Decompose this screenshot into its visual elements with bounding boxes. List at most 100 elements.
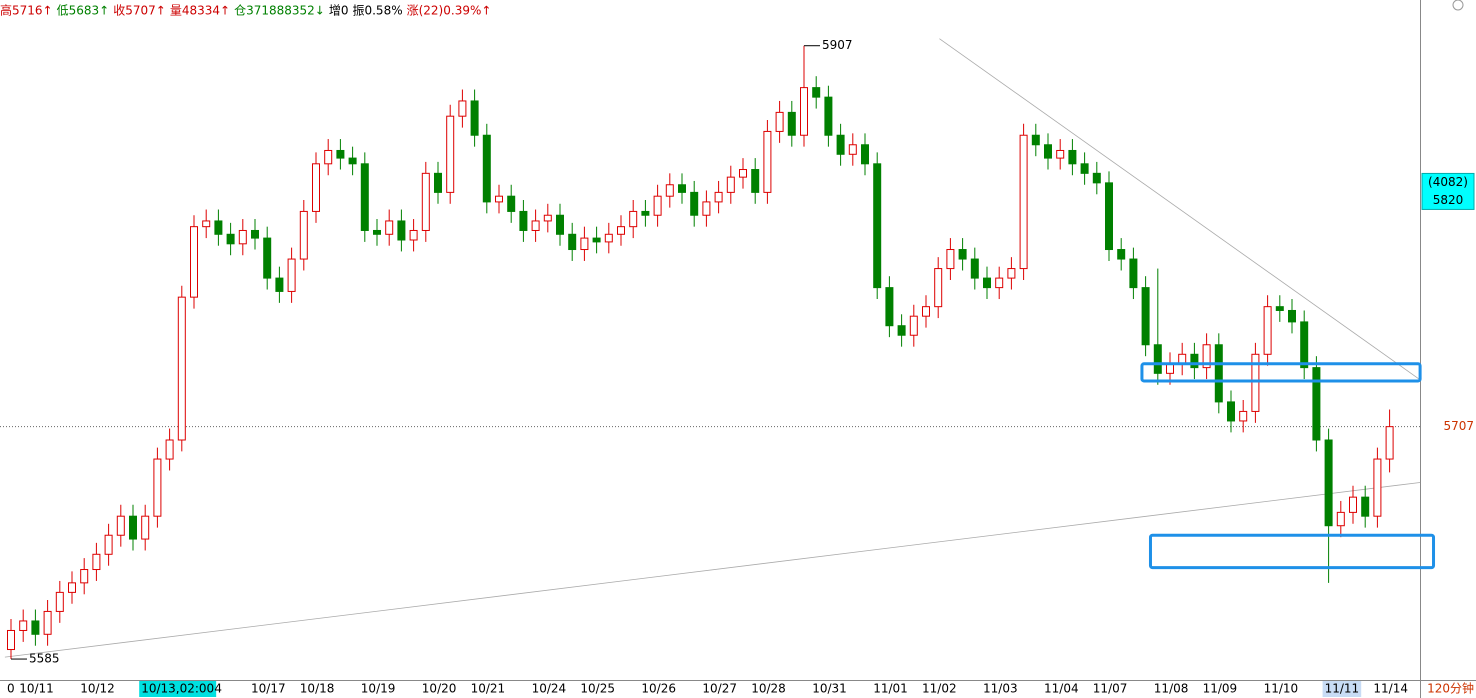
candle-body [580, 237, 589, 251]
candle-body [1044, 144, 1052, 159]
candle-body [775, 111, 784, 132]
candle-body [726, 176, 735, 193]
x-tick-label: 10/24 [532, 682, 567, 696]
candle-body [1056, 149, 1065, 159]
candle-body [1007, 268, 1016, 279]
x-tick-label: 11/01 [873, 682, 908, 696]
candle-body [1141, 287, 1150, 346]
candle-body [482, 134, 491, 203]
candle-body [214, 220, 223, 235]
candle-body [1373, 458, 1382, 517]
candle-body [1263, 306, 1272, 355]
candle-body [1300, 321, 1309, 369]
candle-body [848, 144, 857, 155]
candle-body [531, 220, 540, 231]
highlight-box [1140, 362, 1422, 383]
candle-body [141, 515, 150, 540]
candle-body [519, 210, 528, 231]
candle-body [653, 195, 662, 216]
settings-icon[interactable] [1452, 0, 1464, 11]
candle-body [1214, 344, 1223, 403]
candle-body [446, 115, 455, 193]
candle-body [970, 258, 979, 279]
candle-body [1190, 353, 1199, 369]
candle-body [31, 620, 40, 635]
candle-body [397, 220, 406, 241]
candle-body [299, 210, 308, 260]
highlight-box [1148, 533, 1436, 570]
candle-body [958, 249, 967, 260]
candle-body [7, 629, 15, 651]
candle-body [678, 184, 686, 193]
candle-body [1092, 172, 1101, 184]
candle-body [1336, 511, 1345, 527]
candle-body [617, 226, 625, 235]
candle-body [568, 233, 577, 251]
candle-body [80, 569, 89, 584]
candle-body [312, 163, 320, 212]
candle-body [190, 226, 198, 298]
x-label-highlight [139, 681, 217, 697]
candle-body [983, 277, 991, 289]
candle-body [641, 210, 650, 216]
header-item: 仓371888352↓ [234, 4, 325, 18]
candle-body [116, 515, 125, 536]
candle-body [909, 315, 918, 336]
candle-body [1385, 426, 1394, 460]
candle-body [1031, 134, 1040, 146]
header-item: 振0.58% [352, 4, 402, 18]
header-item: 增0 [329, 4, 349, 18]
candle-body [763, 130, 772, 193]
x-tick-label: 11/08 [1154, 682, 1189, 696]
x-tick-label: 11/07 [1093, 682, 1128, 696]
candle-body [1361, 496, 1370, 517]
candle-body [995, 277, 1004, 289]
candle-body [702, 201, 711, 216]
candle-body [43, 610, 52, 635]
candle-body [373, 229, 381, 235]
candle-body [1324, 439, 1333, 527]
x-tick-label: 11/10 [1264, 682, 1299, 696]
x-tick-label: 10/11 [19, 682, 54, 696]
candle-body [714, 191, 723, 203]
x-tick-label: 10/17 [251, 682, 286, 696]
x-tick-label: 10/20 [422, 682, 457, 696]
header-item: 低5683↑ [57, 4, 110, 18]
candle-body [1202, 344, 1211, 369]
candle-body [434, 172, 442, 193]
candle-body [739, 169, 747, 178]
x-tick-label: 10/28 [751, 682, 786, 696]
candle-body [1227, 401, 1235, 422]
candle-body [922, 306, 930, 317]
x-tick-label: 10/27 [702, 682, 737, 696]
candle-body [324, 149, 333, 165]
candle-body [604, 233, 613, 243]
candle-body [92, 553, 101, 571]
candle-body [495, 195, 503, 203]
candle-body [238, 229, 247, 245]
cursor-volume: (4082) [1428, 175, 1468, 189]
candle-body [543, 214, 552, 222]
x-tick-label: 11/04 [1044, 682, 1079, 696]
candle-body [690, 191, 699, 216]
candle-body [507, 195, 516, 212]
candle-body [824, 96, 833, 136]
candle-body [1080, 163, 1089, 174]
cursor-price: 5820 [1433, 193, 1464, 207]
candle-body [68, 582, 76, 593]
candle-body [287, 258, 296, 292]
candle-body [556, 214, 564, 235]
candle-body [458, 100, 467, 117]
candle-body [1153, 344, 1162, 374]
x-tick-label: 0 [7, 682, 15, 696]
candle-body [348, 157, 357, 165]
candle-body [153, 458, 162, 517]
candle-body [873, 163, 882, 289]
candle-body [1239, 410, 1248, 422]
header: 高5716↑ 低5683↑ 收5707↑ 量48334↑ 仓371888352↓ 增0 振0… [0, 3, 491, 18]
x-tick-label: 11/14 [1373, 682, 1408, 696]
x-label-highlight [1322, 681, 1362, 697]
candle-body [1349, 496, 1357, 513]
